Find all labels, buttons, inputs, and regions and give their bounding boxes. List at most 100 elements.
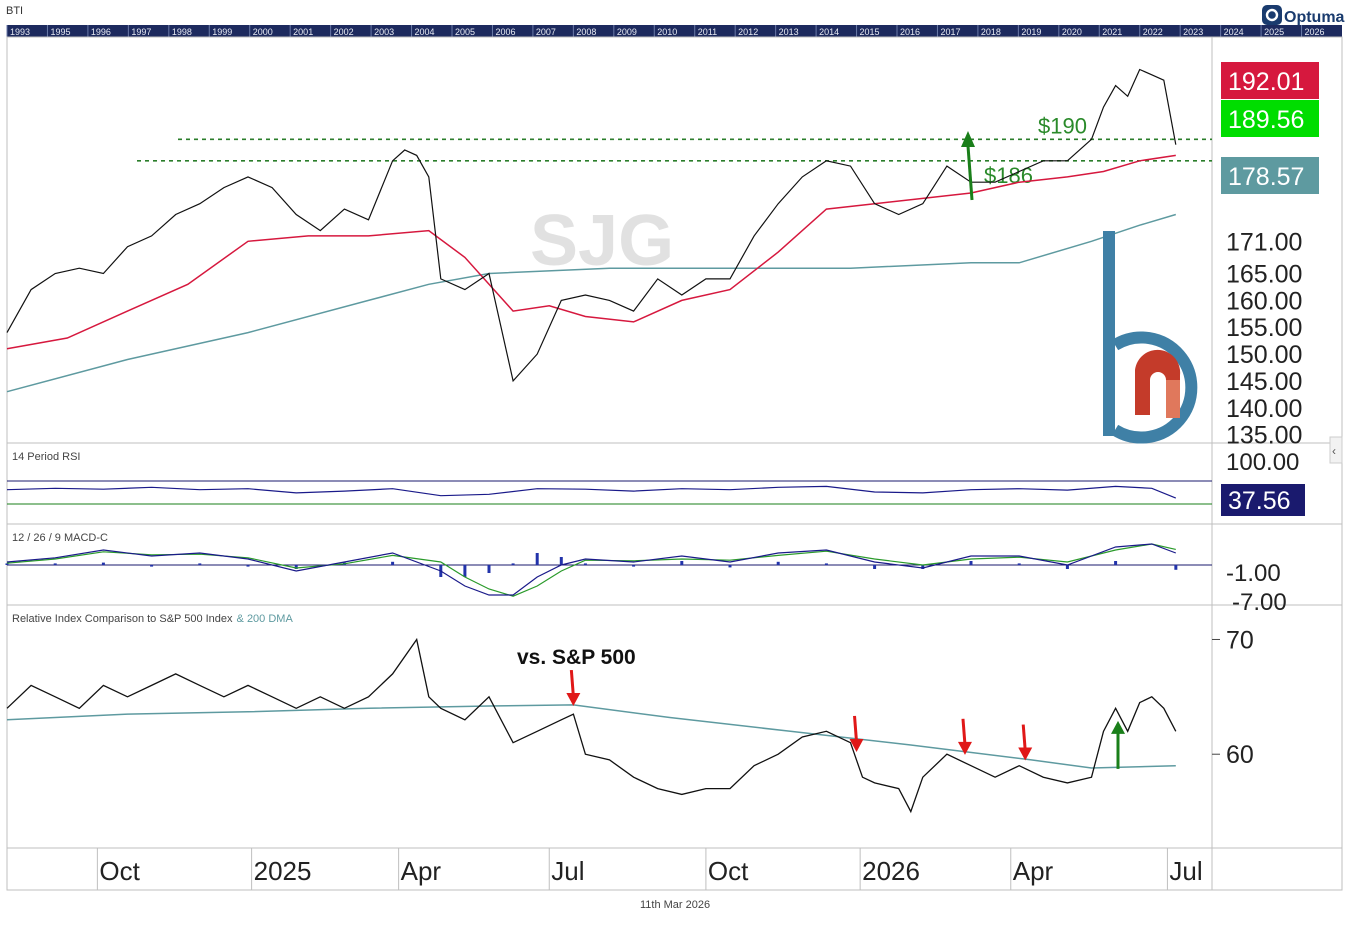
overview-year-label: 2006 — [495, 27, 515, 37]
relative-down-arrow-shaft — [961, 718, 967, 745]
optuma-logo-ring — [1265, 8, 1279, 22]
relative-panel-frame — [6, 604, 1343, 849]
relative-title-main: Relative Index Comparison to S&P 500 Ind… — [12, 613, 233, 625]
overview-year-label: 2001 — [293, 27, 313, 37]
overview-year-label: 2013 — [779, 27, 799, 37]
price-label-value: 192.01 — [1228, 68, 1304, 96]
price-y-tick: 135.00 — [1226, 422, 1302, 450]
relative-down-arrow-head — [957, 741, 972, 755]
overview-year-label: 2008 — [576, 27, 596, 37]
relative-down-arrow-head — [566, 693, 581, 707]
relative-annotation: vs. S&P 500 — [517, 646, 636, 669]
macd-y-tick-2: -7.00 — [1232, 589, 1287, 616]
rsi-lines — [6, 480, 1212, 505]
price-up-arrow — [961, 131, 975, 201]
overview-year-label: 2022 — [1143, 27, 1163, 37]
relative-title-suffix: & 200 DMA — [237, 613, 294, 625]
price-label-value: 189.56 — [1228, 106, 1304, 134]
overview-years: 1993 1995 1996 1997 1998 1999 2000 2001 2002 2003… — [6, 25, 1325, 37]
overview-year-label: 1999 — [212, 27, 232, 37]
price-y-tick: 140.00 — [1226, 395, 1302, 423]
price-level-label: $186 — [984, 163, 1033, 188]
rsi-panel-frame — [6, 442, 1343, 525]
price-line — [6, 68, 1177, 383]
relative-y-tick: 60 — [1226, 741, 1254, 769]
price-label-value: 178.57 — [1228, 163, 1304, 191]
overview-year-label: 2018 — [981, 27, 1001, 37]
price-y-tick: 160.00 — [1226, 287, 1302, 315]
rsi-line — [6, 485, 1177, 499]
relative-down-arrow-shaft — [853, 715, 859, 743]
price-labels: 192.01 189.56 178.57 — [1221, 62, 1319, 194]
rsi-title: 14 Period RSI — [12, 451, 80, 463]
overview-year-label: 2011 — [698, 27, 717, 37]
x-axis-tick-label: Oct — [708, 856, 749, 886]
price-y-tick: 150.00 — [1226, 341, 1302, 369]
overview-year-label: 2020 — [1062, 27, 1082, 37]
bh-logo-stem — [1103, 231, 1115, 436]
macd-line — [6, 543, 1177, 596]
relative-lines — [6, 637, 1177, 814]
macd-signal-line — [6, 543, 1176, 597]
price-y-tick: 155.00 — [1226, 314, 1302, 342]
overview-year-label: 2004 — [415, 27, 435, 37]
x-axis-tick-label: Jul — [1169, 856, 1202, 886]
price-y-tick: 145.00 — [1226, 368, 1302, 396]
chevron-left-icon: ‹ — [1332, 444, 1336, 458]
overview-year-label: 2025 — [1264, 27, 1284, 37]
x-axis-tick-label: Apr — [1013, 856, 1054, 886]
overview-year-label: 1997 — [131, 27, 151, 37]
optuma-logo-text: Optuma — [1284, 9, 1345, 26]
overview-year-label: 2021 — [1102, 27, 1122, 37]
scroll-handle[interactable]: ‹ — [1329, 436, 1343, 464]
overview-band — [7, 25, 1342, 37]
overview-year-label: 1998 — [172, 27, 192, 37]
macd-lines — [5, 543, 1212, 597]
panel-frames — [6, 36, 1343, 891]
overview-year-label: 2015 — [860, 27, 880, 37]
overview-year-label: 2016 — [900, 27, 920, 37]
overview-year-label: 2024 — [1224, 27, 1244, 37]
overview-year-label: 1995 — [50, 27, 70, 37]
relative-y-ticks: 70 60 — [1212, 626, 1254, 769]
optuma-logo-icon — [1262, 5, 1282, 25]
macd-title: 12 / 26 / 9 MACD-C — [12, 532, 108, 544]
overview-year-label: 2014 — [819, 27, 839, 37]
relative-title: Relative Index Comparison to S&P 500 Ind… — [12, 613, 293, 625]
price-up-arrow-head — [961, 131, 975, 147]
optuma-logo: Optuma — [1262, 5, 1345, 26]
rsi-y-tick: 100.00 — [1226, 449, 1299, 476]
overview-year-label: 2026 — [1305, 27, 1325, 37]
overview-year-label: 1996 — [91, 27, 111, 37]
rsi-current-value: 37.56 — [1228, 487, 1291, 515]
price-label-box — [1221, 62, 1319, 99]
overview-year-label: 2002 — [334, 27, 354, 37]
relative-line — [6, 637, 1177, 814]
x-axis: Oct 2025 Apr Jul Oct 2026 Apr Jul — [96, 848, 1203, 890]
overview-year-label: 2000 — [253, 27, 273, 37]
x-axis-tick-label: 2026 — [862, 856, 920, 886]
rsi-panel: 14 Period RSI 100.00 37.56 — [6, 449, 1305, 516]
price-panel: SJG 202.00183.00171.00165.00160.00155.00… — [6, 62, 1343, 464]
overview-year-label: 2007 — [536, 27, 556, 37]
x-axis-tick-label: 2025 — [254, 856, 312, 886]
overview-year-label: 2023 — [1183, 27, 1203, 37]
overview-year-label: 2010 — [657, 27, 677, 37]
overview-year-label: 2005 — [455, 27, 475, 37]
relative-panel: Relative Index Comparison to S&P 500 Ind… — [6, 613, 1254, 814]
x-axis-tick-label: Oct — [99, 856, 140, 886]
overview-year-label: 2003 — [374, 27, 394, 37]
relative-down-arrow-shaft — [1021, 724, 1027, 751]
scroll-handle-box[interactable] — [1329, 436, 1343, 464]
x-axis-frame — [6, 847, 1343, 891]
overview-year-label: 1993 — [10, 27, 30, 37]
x-axis-tick-label: Apr — [401, 856, 442, 886]
overview-year-label: 2019 — [1021, 27, 1041, 37]
relative-dma-line — [6, 704, 1176, 769]
price-label-box — [1221, 157, 1319, 194]
price-y-tick: 165.00 — [1226, 261, 1302, 289]
bh-logo — [1103, 231, 1198, 444]
price-level-label: $190 — [1038, 113, 1087, 138]
